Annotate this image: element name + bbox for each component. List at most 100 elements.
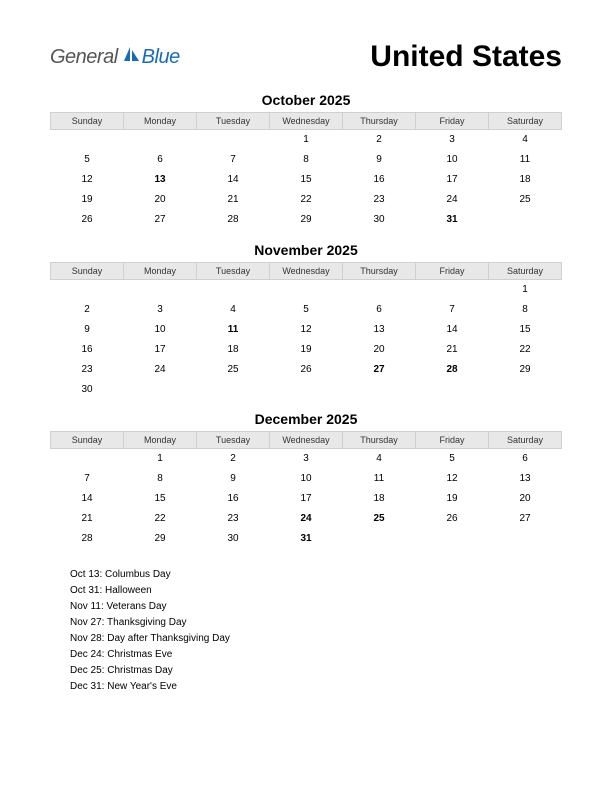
day-cell: 13 (343, 319, 416, 339)
day-cell (197, 130, 270, 150)
week-row: 123456 (51, 449, 562, 469)
week-row: 1 (51, 279, 562, 299)
day-header-row: SundayMondayTuesdayWednesdayThursdayFrid… (51, 432, 562, 449)
day-header-cell: Friday (416, 113, 489, 130)
day-cell: 2 (343, 130, 416, 150)
day-cell (51, 449, 124, 469)
day-cell: 27 (489, 509, 562, 529)
day-cell (51, 130, 124, 150)
week-row: 30 (51, 379, 562, 399)
day-cell: 13 (124, 170, 197, 190)
holiday-entry: Nov 28: Day after Thanksgiving Day (70, 631, 562, 647)
day-cell: 7 (51, 469, 124, 489)
day-cell: 30 (51, 379, 124, 399)
day-cell: 24 (270, 509, 343, 529)
day-cell: 3 (416, 130, 489, 150)
day-cell: 5 (51, 150, 124, 170)
day-cell (197, 279, 270, 299)
day-cell (343, 279, 416, 299)
week-row: 567891011 (51, 150, 562, 170)
day-cell: 16 (197, 489, 270, 509)
day-header-cell: Sunday (51, 432, 124, 449)
day-cell: 5 (416, 449, 489, 469)
holiday-entry: Dec 24: Christmas Eve (70, 647, 562, 663)
day-cell: 14 (197, 170, 270, 190)
day-cell: 8 (489, 299, 562, 319)
day-cell: 6 (343, 299, 416, 319)
day-cell: 28 (51, 529, 124, 549)
day-cell: 18 (197, 339, 270, 359)
day-header-cell: Tuesday (197, 432, 270, 449)
day-cell (124, 379, 197, 399)
day-cell: 25 (489, 190, 562, 210)
day-header-cell: Saturday (489, 432, 562, 449)
calendar-table: SundayMondayTuesdayWednesdayThursdayFrid… (50, 112, 562, 230)
day-header-cell: Thursday (343, 262, 416, 279)
day-cell: 6 (124, 150, 197, 170)
day-cell: 18 (489, 170, 562, 190)
day-cell: 31 (270, 529, 343, 549)
day-cell: 26 (270, 359, 343, 379)
day-cell: 8 (270, 150, 343, 170)
day-cell: 19 (51, 190, 124, 210)
week-row: 23242526272829 (51, 359, 562, 379)
holiday-entry: Oct 31: Halloween (70, 583, 562, 599)
day-cell: 15 (124, 489, 197, 509)
day-cell: 23 (343, 190, 416, 210)
day-cell: 1 (489, 279, 562, 299)
day-cell: 2 (51, 299, 124, 319)
day-cell: 24 (124, 359, 197, 379)
day-cell (124, 279, 197, 299)
day-cell: 19 (416, 489, 489, 509)
day-cell (197, 379, 270, 399)
day-cell: 9 (343, 150, 416, 170)
day-cell: 26 (416, 509, 489, 529)
logo: General Blue (50, 45, 180, 69)
week-row: 21222324252627 (51, 509, 562, 529)
calendar-table: SundayMondayTuesdayWednesdayThursdayFrid… (50, 262, 562, 400)
calendar-month: October 2025 SundayMondayTuesdayWednesday… (50, 92, 562, 230)
logo-text-general: General (50, 46, 118, 69)
day-cell: 27 (124, 210, 197, 230)
day-cell: 26 (51, 210, 124, 230)
day-cell: 29 (489, 359, 562, 379)
week-row: 78910111213 (51, 469, 562, 489)
day-cell: 22 (124, 509, 197, 529)
logo-text-blue: Blue (142, 46, 180, 69)
week-row: 12131415161718 (51, 170, 562, 190)
day-cell: 6 (489, 449, 562, 469)
day-cell (343, 379, 416, 399)
day-header-cell: Friday (416, 262, 489, 279)
week-row: 9101112131415 (51, 319, 562, 339)
day-cell (416, 379, 489, 399)
holiday-entry: Nov 27: Thanksgiving Day (70, 615, 562, 631)
day-cell: 10 (270, 469, 343, 489)
week-row: 16171819202122 (51, 339, 562, 359)
day-cell: 1 (124, 449, 197, 469)
day-cell: 14 (416, 319, 489, 339)
holiday-entry: Oct 13: Columbus Day (70, 567, 562, 583)
day-cell: 15 (270, 170, 343, 190)
day-cell: 12 (51, 170, 124, 190)
day-cell: 4 (343, 449, 416, 469)
day-header-cell: Wednesday (270, 113, 343, 130)
holiday-entry: Dec 25: Christmas Day (70, 663, 562, 679)
day-header-cell: Friday (416, 432, 489, 449)
day-cell: 30 (197, 529, 270, 549)
day-cell: 16 (51, 339, 124, 359)
day-cell (416, 279, 489, 299)
day-cell: 20 (124, 190, 197, 210)
day-cell: 16 (343, 170, 416, 190)
day-cell: 17 (416, 170, 489, 190)
day-cell (124, 130, 197, 150)
day-header-cell: Saturday (489, 262, 562, 279)
month-title: December 2025 (50, 411, 562, 427)
day-header-cell: Tuesday (197, 113, 270, 130)
day-cell: 22 (270, 190, 343, 210)
day-cell: 20 (489, 489, 562, 509)
day-cell (489, 379, 562, 399)
day-cell (270, 379, 343, 399)
month-title: October 2025 (50, 92, 562, 108)
day-cell: 17 (270, 489, 343, 509)
day-cell: 23 (197, 509, 270, 529)
